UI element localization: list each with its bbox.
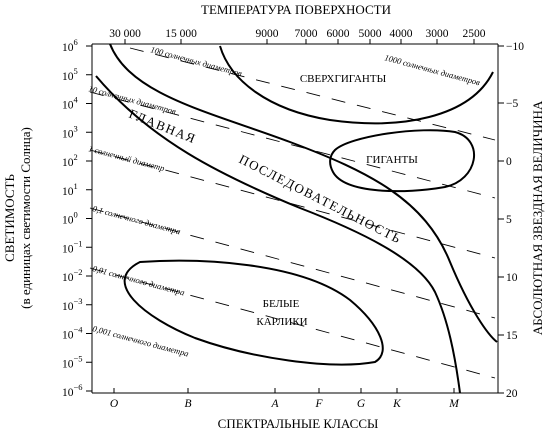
right-axis-ticks: −10 −5 0 5 10 15 20 <box>498 41 524 400</box>
white-dwarfs-boundary <box>123 259 384 366</box>
left-tick-label: 10−6 <box>62 382 83 399</box>
bottom-tick: G <box>357 398 366 410</box>
white-dwarfs-region: БЕЛЫЕ КАРЛИКИ <box>123 259 384 366</box>
white-dwarfs-label-1: БЕЛЫЕ <box>263 298 300 310</box>
diameter-label: 0,01 солнечного диаметра <box>91 263 185 297</box>
diameter-label: 100 солнечных диаметров <box>149 44 243 78</box>
left-tick-label: 105 <box>62 66 78 83</box>
right-tick: 0 <box>506 156 512 168</box>
top-tick: 2500 <box>463 28 486 40</box>
top-tick: 5000 <box>359 28 382 40</box>
diameter-label: 1 солнечный диаметр <box>87 143 165 173</box>
supergiants-label: СВЕРХГИГАНТЫ <box>300 73 387 85</box>
giants-boundary <box>329 129 476 193</box>
left-tick-label: 10−4 <box>62 325 83 342</box>
top-tick: 7000 <box>295 28 318 40</box>
bottom-axis-ticks: O B A F G K M <box>110 388 460 410</box>
top-tick: 3000 <box>426 28 449 40</box>
bottom-tick: O <box>110 398 119 410</box>
diameter-label: 1000 солнечных диаметров <box>383 52 481 87</box>
left-tick-label: 10−5 <box>62 353 83 370</box>
diameter-line <box>89 207 496 319</box>
right-tick: 15 <box>506 330 518 342</box>
right-tick: 10 <box>506 272 518 284</box>
white-dwarfs-label-2: КАРЛИКИ <box>256 316 307 328</box>
top-tick: 4000 <box>390 28 413 40</box>
diameter-line <box>89 267 496 379</box>
right-tick: −5 <box>506 98 518 110</box>
top-tick: 9000 <box>256 28 279 40</box>
right-tick: 5 <box>506 214 512 226</box>
bottom-tick: M <box>448 398 460 410</box>
left-tick-label: 104 <box>62 95 79 112</box>
diameter-line <box>129 47 496 141</box>
bottom-tick: B <box>184 398 191 410</box>
giants-region: ГИГАНТЫ <box>329 129 476 193</box>
left-tick-label: 10−3 <box>62 296 83 313</box>
top-tick: 30 000 <box>109 28 141 40</box>
supergiants-region: СВЕРХГИГАНТЫ <box>219 45 494 125</box>
left-tick-label: 106 <box>62 37 78 54</box>
left-axis-subtitle: (в единицах светимости Солнца) <box>18 127 33 309</box>
diameter-lines <box>89 47 496 379</box>
supergiants-boundary <box>219 45 494 125</box>
left-tick-label: 102 <box>62 152 78 169</box>
left-tick-label: 10−2 <box>62 267 83 284</box>
top-tick: 15 000 <box>165 28 197 40</box>
bottom-tick: F <box>314 398 323 410</box>
left-tick-label: 10−1 <box>62 238 83 255</box>
diameter-label: 0,1 солнечного диаметра <box>91 203 181 236</box>
left-tick-label: 101 <box>62 181 78 198</box>
top-axis-ticks: 30 000 15 000 9000 7000 6000 5000 4000 3… <box>109 28 486 44</box>
diameter-line <box>89 91 496 199</box>
main-sequence-lower-boundary <box>95 75 461 394</box>
main-sequence-upper-boundary <box>109 43 498 343</box>
bottom-tick: K <box>392 398 402 410</box>
giants-label: ГИГАНТЫ <box>366 154 418 166</box>
left-tick-label: 100 <box>62 210 78 227</box>
right-axis-title: АБСОЛЮТНАЯ ЗВЕЗДНАЯ ВЕЛИЧИНА <box>530 100 545 335</box>
bottom-tick: A <box>270 398 279 410</box>
right-tick: 20 <box>506 388 518 400</box>
left-tick-label: 103 <box>62 123 78 140</box>
top-axis-title: ТЕМПЕРАТУРА ПОВЕРХНОСТИ <box>201 2 391 17</box>
left-axis-ticks: 106 105 104 103 102 101 100 10−1 10−2 10−3 10−4 10−… <box>62 37 92 399</box>
top-tick: 6000 <box>327 28 350 40</box>
bottom-axis-title: СПЕКТРАЛЬНЫЕ КЛАССЫ <box>218 416 379 431</box>
right-tick: −10 <box>506 41 524 53</box>
left-axis-title: СВЕТИМОСТЬ <box>2 174 17 262</box>
